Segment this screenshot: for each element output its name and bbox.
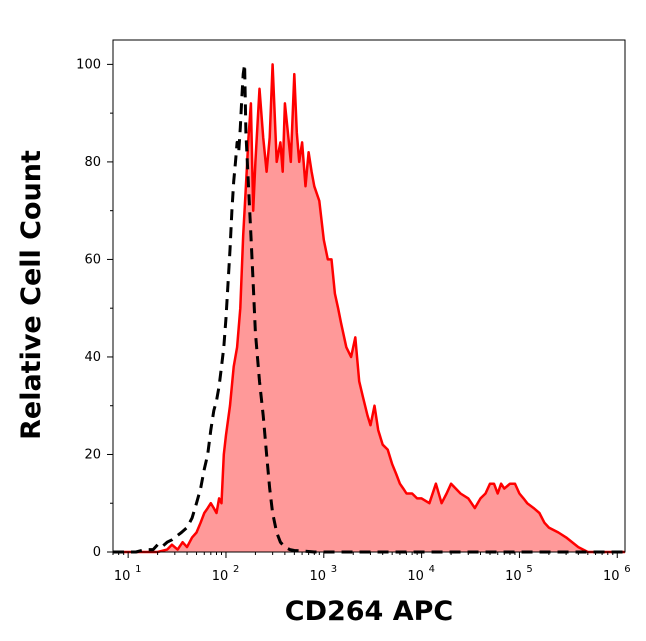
- y-tick-label: 60: [84, 252, 101, 267]
- x-tick-label: 10: [114, 569, 131, 584]
- stained-histogram-fill: [113, 64, 625, 553]
- plot-frame: [112, 39, 626, 553]
- plot-area: [113, 62, 625, 554]
- x-tick-label: 10: [212, 569, 229, 584]
- y-tick-label: 40: [84, 350, 101, 365]
- x-tick-label: 10: [603, 569, 620, 584]
- x-tick-label: 10: [505, 569, 522, 584]
- x-tick-exponent: 1: [135, 564, 141, 575]
- y-tick-label: 20: [84, 447, 101, 462]
- y-tick-label: 100: [76, 57, 101, 72]
- x-tick-exponent: 6: [624, 564, 630, 575]
- x-tick-exponent: 2: [233, 564, 239, 575]
- y-tick-label: 0: [93, 545, 101, 560]
- y-tick-label: 80: [84, 155, 101, 170]
- y-axis-title: Relative Cell Count: [16, 150, 47, 440]
- x-tick-exponent: 5: [526, 564, 532, 575]
- x-tick-exponent: 3: [331, 564, 337, 575]
- x-tick-label: 10: [407, 569, 424, 584]
- stained-histogram-line: [113, 63, 625, 554]
- x-tick-label: 10: [310, 569, 327, 584]
- x-axis-title: CD264 APC: [285, 596, 454, 627]
- x-tick-exponent: 4: [429, 564, 435, 575]
- control-histogram-dashed-line: [113, 62, 625, 554]
